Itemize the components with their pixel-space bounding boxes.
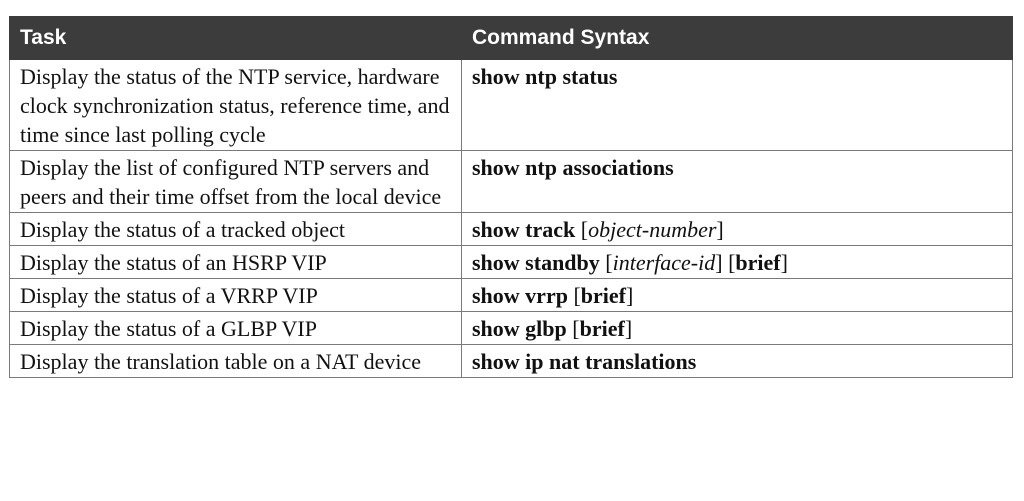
command-keyword: show ntp status <box>472 64 618 89</box>
command-bracket: ] <box>780 250 788 275</box>
header-task: Task <box>9 16 462 60</box>
task-cell: Display the status of a GLBP VIP <box>9 311 462 345</box>
command-bracket: ] <box>624 316 633 341</box>
table-row: Display the status of a tracked object sh… <box>9 212 1013 246</box>
task-cell: Display the status of a VRRP VIP <box>9 278 462 312</box>
command-keyword: show ip nat translations <box>472 349 697 374</box>
task-cell: Display the status of the NTP service, h… <box>9 59 462 151</box>
command-bracket: ] <box>716 217 724 242</box>
command-bracket: [ <box>575 217 589 242</box>
command-bracket: [ <box>566 316 580 341</box>
table-body: Display the status of the NTP service, h… <box>9 59 1013 378</box>
table-row: Display the status of a VRRP VIP show vrr… <box>9 278 1013 312</box>
task-cell: Display the list of configured NTP serve… <box>9 150 462 213</box>
table-row: Display the status of the NTP service, h… <box>9 59 1013 151</box>
table-row: Display the status of an HSRP VIP show st… <box>9 245 1013 279</box>
command-cell: show track [object-number] <box>461 212 1013 246</box>
table-row: Display the status of a GLBP VIP show glb… <box>9 311 1013 345</box>
task-cell: Display the status of a tracked object <box>9 212 462 246</box>
command-keyword: show vrrp <box>472 283 568 308</box>
command-cell: show glbp [brief] <box>461 311 1013 345</box>
command-keyword: brief <box>735 250 781 275</box>
command-bracket: [ <box>567 283 581 308</box>
command-keyword: show ntp associations <box>472 155 674 180</box>
command-argument: interface-id <box>612 250 716 275</box>
command-cell: show ntp status <box>461 59 1013 151</box>
command-argument: object-number <box>588 217 717 242</box>
command-reference-table: Task Command Syntax Display the status o… <box>9 16 1013 378</box>
table-header: Task Command Syntax <box>9 16 1013 60</box>
command-cell: show ip nat translations <box>461 344 1013 378</box>
command-cell: show standby [interface-id] [brief] <box>461 245 1013 279</box>
table-row: Display the translation table on a NAT d… <box>9 344 1013 378</box>
command-keyword: show standby <box>472 250 600 275</box>
command-bracket: [ <box>599 250 613 275</box>
command-keyword: show track <box>472 217 576 242</box>
command-keyword: brief <box>579 316 625 341</box>
command-reference-table-container: Task Command Syntax Display the status o… <box>9 16 1013 378</box>
task-cell: Display the translation table on a NAT d… <box>9 344 462 378</box>
table-row: Display the list of configured NTP serve… <box>9 150 1013 213</box>
command-bracket: ] [ <box>715 250 736 275</box>
task-cell: Display the status of an HSRP VIP <box>9 245 462 279</box>
command-bracket: ] <box>625 283 634 308</box>
header-command-syntax: Command Syntax <box>461 16 1013 60</box>
command-keyword: brief <box>580 283 626 308</box>
header-row: Task Command Syntax <box>9 16 1013 60</box>
command-cell: show vrrp [brief] <box>461 278 1013 312</box>
command-keyword: show glbp <box>472 316 567 341</box>
command-cell: show ntp associations <box>461 150 1013 213</box>
